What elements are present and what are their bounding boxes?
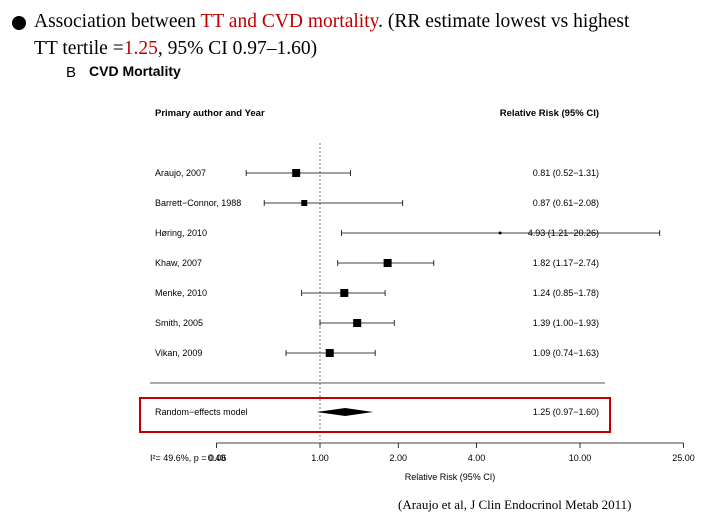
left-header: Primary author and Year bbox=[155, 108, 265, 119]
study-label: Høring, 2010 bbox=[155, 228, 207, 238]
x-axis-label: Relative Risk (95% CI) bbox=[405, 472, 496, 482]
pooled-label: Random−effects model bbox=[155, 407, 248, 417]
study-label: Vikan, 2009 bbox=[155, 348, 202, 358]
bullet-text: Association between TT and CVD mortality… bbox=[34, 8, 703, 62]
x-tick-label: 10.00 bbox=[569, 453, 592, 463]
point-estimate bbox=[292, 169, 301, 177]
pooled-ci-text: 1.25 (0.97−1.60) bbox=[533, 407, 599, 417]
x-tick-label: 0.40 bbox=[208, 453, 226, 463]
study-ci-text: 1.24 (0.85−1.78) bbox=[533, 288, 599, 298]
point-estimate bbox=[383, 259, 392, 267]
chart-title: CVD Mortality bbox=[89, 63, 181, 79]
pooled-diamond bbox=[316, 408, 374, 416]
text-association: Association between bbox=[34, 11, 196, 32]
bullet-icon bbox=[12, 16, 26, 30]
study-label: Khaw, 2007 bbox=[155, 258, 202, 268]
study-ci-text: 1.82 (1.17−2.74) bbox=[533, 258, 599, 268]
right-header: Relative Risk (95% CI) bbox=[500, 108, 599, 119]
study-ci-text: 0.81 (0.52−1.31) bbox=[533, 168, 599, 178]
x-tick-label: 25.00 bbox=[672, 453, 695, 463]
study-label: Smith, 2005 bbox=[155, 318, 203, 328]
text-tt-tertile: TT tertile = bbox=[34, 38, 124, 59]
study-label: Barrett−Connor, 1988 bbox=[155, 198, 241, 208]
point-estimate bbox=[301, 199, 308, 207]
study-label: Araujo, 2007 bbox=[155, 168, 206, 178]
citation: (Araujo et al, J Clin Endocrinol Metab 2… bbox=[398, 497, 632, 512]
study-ci-text: 0.87 (0.61−2.08) bbox=[533, 198, 599, 208]
point-estimate bbox=[498, 231, 502, 235]
x-tick-label: 1.00 bbox=[311, 453, 329, 463]
text-tt-cvd: TT and CVD mortality bbox=[200, 11, 379, 32]
point-estimate bbox=[353, 319, 362, 327]
study-ci-text: 1.09 (0.74−1.63) bbox=[533, 348, 599, 358]
point-estimate bbox=[340, 289, 349, 297]
panel-label: B bbox=[66, 64, 77, 81]
x-tick-label: 2.00 bbox=[390, 453, 408, 463]
heterogeneity-text: I²= 49.6%, p = 0.06 bbox=[150, 453, 227, 463]
point-estimate bbox=[325, 349, 334, 357]
x-tick-label: 4.00 bbox=[468, 453, 486, 463]
study-ci-text: 1.39 (1.00−1.93) bbox=[533, 318, 599, 328]
text-ci: , 95% CI 0.97–1.60) bbox=[157, 38, 318, 59]
text-rr-estimate: . (RR estimate lowest vs highest bbox=[378, 11, 630, 32]
pooled-highlight-box bbox=[139, 397, 611, 433]
study-label: Menke, 2010 bbox=[155, 288, 207, 298]
text-rr-value: 1.25 bbox=[123, 38, 158, 59]
